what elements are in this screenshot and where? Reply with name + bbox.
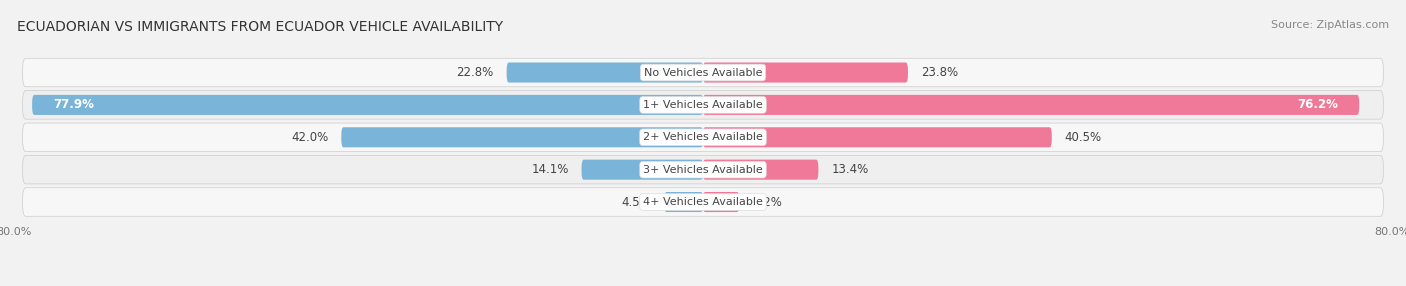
Text: 77.9%: 77.9%	[53, 98, 94, 112]
FancyBboxPatch shape	[342, 127, 703, 147]
Text: 1+ Vehicles Available: 1+ Vehicles Available	[643, 100, 763, 110]
Text: 23.8%: 23.8%	[921, 66, 957, 79]
Text: 40.5%: 40.5%	[1064, 131, 1102, 144]
Text: 2+ Vehicles Available: 2+ Vehicles Available	[643, 132, 763, 142]
Text: 4+ Vehicles Available: 4+ Vehicles Available	[643, 197, 763, 207]
FancyBboxPatch shape	[22, 188, 1384, 216]
FancyBboxPatch shape	[664, 192, 703, 212]
FancyBboxPatch shape	[22, 123, 1384, 152]
Text: 22.8%: 22.8%	[457, 66, 494, 79]
Text: 13.4%: 13.4%	[831, 163, 869, 176]
Text: Source: ZipAtlas.com: Source: ZipAtlas.com	[1271, 20, 1389, 30]
FancyBboxPatch shape	[703, 95, 1360, 115]
FancyBboxPatch shape	[32, 95, 703, 115]
Text: 4.5%: 4.5%	[621, 196, 651, 208]
Text: 4.2%: 4.2%	[752, 196, 782, 208]
Text: 3+ Vehicles Available: 3+ Vehicles Available	[643, 165, 763, 175]
FancyBboxPatch shape	[703, 127, 1052, 147]
FancyBboxPatch shape	[703, 192, 740, 212]
FancyBboxPatch shape	[703, 160, 818, 180]
Text: 42.0%: 42.0%	[291, 131, 329, 144]
FancyBboxPatch shape	[22, 91, 1384, 119]
Text: 14.1%: 14.1%	[531, 163, 568, 176]
FancyBboxPatch shape	[703, 62, 908, 83]
Text: No Vehicles Available: No Vehicles Available	[644, 67, 762, 78]
FancyBboxPatch shape	[506, 62, 703, 83]
FancyBboxPatch shape	[582, 160, 703, 180]
FancyBboxPatch shape	[22, 155, 1384, 184]
Text: ECUADORIAN VS IMMIGRANTS FROM ECUADOR VEHICLE AVAILABILITY: ECUADORIAN VS IMMIGRANTS FROM ECUADOR VE…	[17, 20, 503, 34]
Text: 76.2%: 76.2%	[1296, 98, 1337, 112]
FancyBboxPatch shape	[22, 58, 1384, 87]
